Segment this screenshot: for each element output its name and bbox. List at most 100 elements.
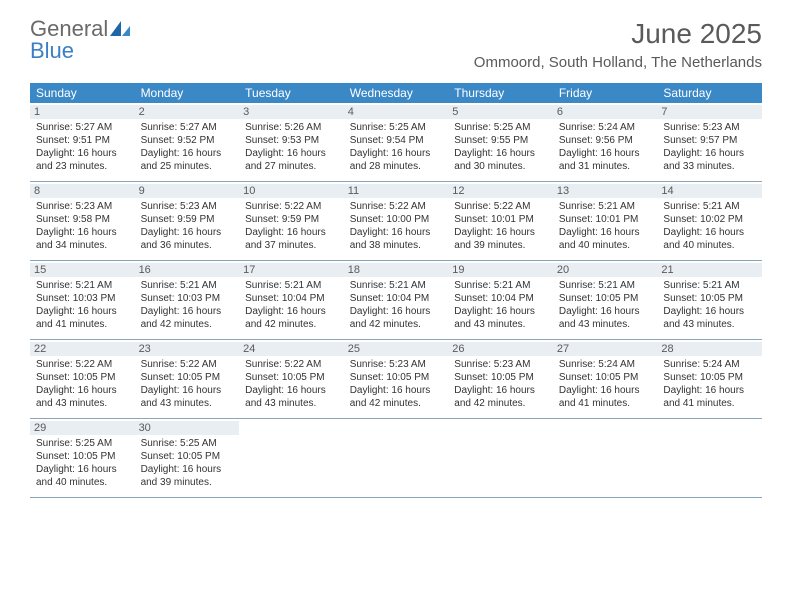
dow-cell: Tuesday (239, 83, 344, 103)
day-info-line: Daylight: 16 hours (36, 384, 129, 397)
day-info-line: Sunrise: 5:23 AM (350, 358, 443, 371)
day-cell: 25Sunrise: 5:23 AMSunset: 10:05 PMDaylig… (344, 340, 449, 418)
day-cell: 7Sunrise: 5:23 AMSunset: 9:57 PMDaylight… (657, 103, 762, 181)
day-info-line: Sunrise: 5:22 AM (245, 200, 338, 213)
day-info-line: Daylight: 16 hours (663, 147, 756, 160)
week-row: 29Sunrise: 5:25 AMSunset: 10:05 PMDaylig… (30, 419, 762, 498)
week-row: 1Sunrise: 5:27 AMSunset: 9:51 PMDaylight… (30, 103, 762, 182)
day-info-line: Sunrise: 5:22 AM (36, 358, 129, 371)
day-info-line: Daylight: 16 hours (559, 147, 652, 160)
day-cell: 27Sunrise: 5:24 AMSunset: 10:05 PMDaylig… (553, 340, 658, 418)
header: General Blue June 2025 Ommoord, South Ho… (0, 0, 792, 75)
day-info-line: Daylight: 16 hours (350, 147, 443, 160)
dow-cell: Thursday (448, 83, 553, 103)
day-cell: 2Sunrise: 5:27 AMSunset: 9:52 PMDaylight… (135, 103, 240, 181)
day-info-line: Sunrise: 5:25 AM (454, 121, 547, 134)
dow-cell: Sunday (30, 83, 135, 103)
logo: General Blue (30, 18, 132, 62)
day-cell: 6Sunrise: 5:24 AMSunset: 9:56 PMDaylight… (553, 103, 658, 181)
dow-cell: Monday (135, 83, 240, 103)
day-number: 25 (344, 342, 449, 356)
day-info-line: Daylight: 16 hours (245, 384, 338, 397)
day-info-line: Sunset: 10:03 PM (141, 292, 234, 305)
day-info-line: Sunset: 10:01 PM (454, 213, 547, 226)
logo-sail-icon (110, 16, 132, 41)
dow-header-row: SundayMondayTuesdayWednesdayThursdayFrid… (30, 83, 762, 103)
day-info-line: Sunset: 9:58 PM (36, 213, 129, 226)
day-number: 10 (239, 184, 344, 198)
day-info-line: Sunrise: 5:21 AM (559, 200, 652, 213)
day-info-line: Sunset: 10:05 PM (559, 371, 652, 384)
day-info-line: Sunrise: 5:25 AM (36, 437, 129, 450)
day-number: 3 (239, 105, 344, 119)
day-cell: 10Sunrise: 5:22 AMSunset: 9:59 PMDayligh… (239, 182, 344, 260)
day-info-line: Daylight: 16 hours (245, 226, 338, 239)
day-number: 23 (135, 342, 240, 356)
day-info-line: Sunset: 10:02 PM (663, 213, 756, 226)
week-row: 8Sunrise: 5:23 AMSunset: 9:58 PMDaylight… (30, 182, 762, 261)
day-info-line: Sunset: 10:05 PM (663, 371, 756, 384)
day-info-line: Sunset: 10:04 PM (245, 292, 338, 305)
day-cell: 9Sunrise: 5:23 AMSunset: 9:59 PMDaylight… (135, 182, 240, 260)
day-info-line: Daylight: 16 hours (36, 147, 129, 160)
day-info-line: Daylight: 16 hours (141, 226, 234, 239)
day-info-line: and 34 minutes. (36, 239, 129, 252)
day-cell: 26Sunrise: 5:23 AMSunset: 10:05 PMDaylig… (448, 340, 553, 418)
day-info-line: Daylight: 16 hours (350, 305, 443, 318)
day-info-line: and 40 minutes. (559, 239, 652, 252)
day-info-line: Sunrise: 5:23 AM (454, 358, 547, 371)
day-info-line: and 43 minutes. (36, 397, 129, 410)
day-cell: 5 Sunrise: 5:25 AMSunset: 9:55 PMDaylight… (448, 103, 553, 181)
day-cell: 17Sunrise: 5:21 AMSunset: 10:04 PMDaylig… (239, 261, 344, 339)
day-number: 27 (553, 342, 658, 356)
day-cell: 13Sunrise: 5:21 AMSunset: 10:01 PMDaylig… (553, 182, 658, 260)
day-number: 22 (30, 342, 135, 356)
day-info-line: Sunrise: 5:25 AM (141, 437, 234, 450)
day-info-line: and 43 minutes. (663, 318, 756, 331)
day-info-line: and 43 minutes. (141, 397, 234, 410)
day-number: 5 (448, 105, 553, 119)
day-info-line: Daylight: 16 hours (663, 226, 756, 239)
day-info-line: and 38 minutes. (350, 239, 443, 252)
day-info-line: Daylight: 16 hours (350, 226, 443, 239)
day-info-line: Sunrise: 5:21 AM (245, 279, 338, 292)
week-row: 22Sunrise: 5:22 AMSunset: 10:05 PMDaylig… (30, 340, 762, 419)
day-info-line: and 39 minutes. (454, 239, 547, 252)
day-number: 16 (135, 263, 240, 277)
logo-text-blue: Blue (30, 40, 132, 62)
day-info-line: Sunset: 10:05 PM (36, 450, 129, 463)
empty-cell (657, 419, 762, 497)
day-info-line: Sunset: 9:56 PM (559, 134, 652, 147)
day-info-line: Sunrise: 5:23 AM (663, 121, 756, 134)
day-info-line: Sunrise: 5:23 AM (36, 200, 129, 213)
day-info-line: Sunrise: 5:23 AM (141, 200, 234, 213)
day-cell: 30Sunrise: 5:25 AMSunset: 10:05 PMDaylig… (135, 419, 240, 497)
day-info-line: Sunset: 9:55 PM (454, 134, 547, 147)
day-info-line: Sunrise: 5:21 AM (663, 279, 756, 292)
day-cell: 29Sunrise: 5:25 AMSunset: 10:05 PMDaylig… (30, 419, 135, 497)
day-info-line: Sunrise: 5:22 AM (141, 358, 234, 371)
day-info-line: Daylight: 16 hours (559, 305, 652, 318)
day-info-line: Daylight: 16 hours (36, 226, 129, 239)
day-cell: 15Sunrise: 5:21 AMSunset: 10:03 PMDaylig… (30, 261, 135, 339)
day-number: 9 (135, 184, 240, 198)
day-number: 2 (135, 105, 240, 119)
day-cell: 20Sunrise: 5:21 AMSunset: 10:05 PMDaylig… (553, 261, 658, 339)
day-info-line: Sunset: 10:05 PM (454, 371, 547, 384)
day-info-line: Daylight: 16 hours (454, 147, 547, 160)
day-info-line: and 30 minutes. (454, 160, 547, 173)
day-info-line: Daylight: 16 hours (36, 305, 129, 318)
day-info-line: Daylight: 16 hours (454, 226, 547, 239)
day-cell: 22Sunrise: 5:22 AMSunset: 10:05 PMDaylig… (30, 340, 135, 418)
empty-cell (553, 419, 658, 497)
day-info-line: Sunset: 10:05 PM (663, 292, 756, 305)
day-info-line: Daylight: 16 hours (559, 384, 652, 397)
day-info-line: Sunrise: 5:21 AM (559, 279, 652, 292)
day-info-line: Sunrise: 5:25 AM (350, 121, 443, 134)
day-cell: 8Sunrise: 5:23 AMSunset: 9:58 PMDaylight… (30, 182, 135, 260)
day-info-line: Daylight: 16 hours (559, 226, 652, 239)
day-cell: 1Sunrise: 5:27 AMSunset: 9:51 PMDaylight… (30, 103, 135, 181)
calendar-body: 1Sunrise: 5:27 AMSunset: 9:51 PMDaylight… (30, 103, 762, 498)
day-info-line: and 42 minutes. (245, 318, 338, 331)
day-info-line: Sunrise: 5:24 AM (559, 121, 652, 134)
